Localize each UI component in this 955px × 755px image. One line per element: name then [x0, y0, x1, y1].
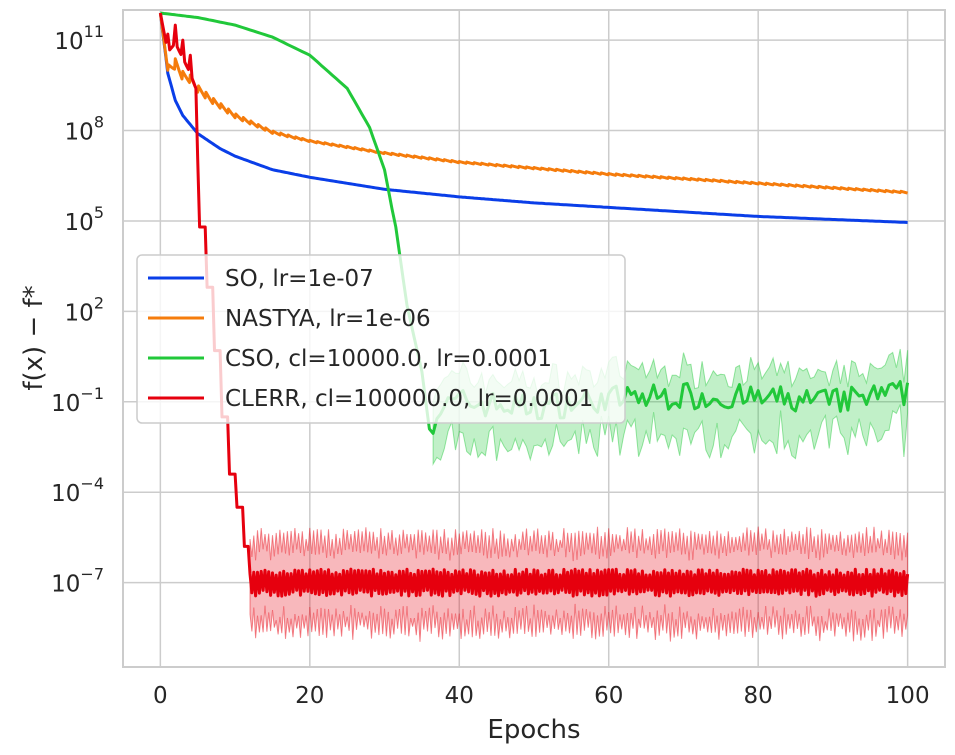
y-tick-label: 108 — [65, 113, 104, 146]
x-tick-label: 20 — [295, 683, 324, 709]
series-line-so — [158, 12, 908, 224]
x-tick-label: 40 — [445, 683, 474, 709]
x-tick-labels: 0 20 40 60 80 100 — [153, 683, 930, 709]
series-line-clerr — [158, 12, 910, 598]
legend-label: CSO, cl=10000.0, lr=0.0001 — [225, 346, 552, 372]
y-tick-label: 10−7 — [51, 565, 104, 598]
y-tick-label: 10−4 — [51, 474, 104, 507]
y-tick-label: 1011 — [54, 22, 104, 55]
y-tick-label: 105 — [65, 203, 104, 236]
y-tick-label: 102 — [65, 293, 104, 326]
x-tick-label: 100 — [886, 683, 930, 709]
legend-label: CLERR, cl=100000.0, lr=0.0001 — [225, 386, 593, 412]
x-axis-title: Epochs — [487, 715, 580, 745]
legend-label: NASTYA, lr=1e-06 — [225, 306, 431, 332]
legend-box — [136, 254, 626, 424]
y-axis-title: f(x) − f* — [19, 285, 49, 390]
legend-label: SO, lr=1e-07 — [225, 266, 374, 292]
x-tick-label: 80 — [744, 683, 773, 709]
y-tick-labels: 1011 108 105 102 10−1 10−4 10−7 — [51, 22, 104, 597]
series-line-nastya — [158, 12, 909, 195]
legend: SO, lr=1e-07 NASTYA, lr=1e-06 CSO, cl=1000… — [136, 254, 626, 424]
y-tick-label: 10−1 — [51, 384, 104, 417]
x-tick-label: 0 — [153, 683, 168, 709]
x-tick-label: 60 — [594, 683, 623, 709]
